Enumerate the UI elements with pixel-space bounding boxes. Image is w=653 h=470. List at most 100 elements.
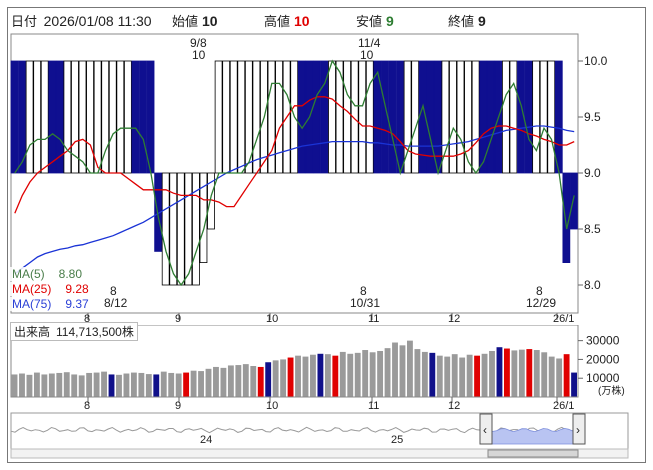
close-label: 終値: [448, 14, 475, 29]
volume-bar: [474, 355, 481, 397]
volume-bar: [116, 374, 122, 397]
volume-bar: [541, 352, 548, 397]
ma5-value: 8.80: [58, 267, 83, 281]
low-annotation-value: 8: [536, 284, 543, 298]
low-value: 9: [386, 13, 394, 29]
volume-month-label: 9: [175, 400, 181, 410]
volume-bar: [257, 366, 264, 397]
volume-bar: [436, 355, 443, 397]
y-tick-label: 8.5: [584, 222, 601, 236]
volume-bar: [56, 372, 63, 397]
volume-bar: [496, 347, 503, 397]
high-annotation-value: 10: [360, 48, 374, 62]
navigator-right-handle[interactable]: ›: [572, 413, 586, 445]
candle: [275, 60, 283, 174]
candle: [426, 60, 435, 174]
volume-bar: [272, 360, 279, 397]
navigator-year-label: 25: [391, 434, 403, 446]
high-annotation-date: 11/4: [358, 36, 381, 50]
candle: [335, 60, 344, 174]
volume-month-label: 12: [448, 400, 460, 410]
low-annotation-date: 12/29: [526, 296, 556, 310]
volume-bar: [235, 365, 242, 397]
low-label: 安値: [356, 14, 383, 29]
volume-bar: [168, 372, 175, 397]
x-month-label: 8: [84, 313, 90, 323]
x-month-label: 10: [266, 313, 278, 323]
volume-bar: [123, 373, 130, 397]
candle: [358, 60, 367, 174]
candle: [71, 60, 79, 174]
volume-bar: [41, 374, 48, 397]
open-label: 始値: [172, 14, 199, 29]
volume-bar: [310, 354, 316, 397]
navigator-left-handle-box: [479, 413, 493, 445]
candle: [86, 60, 94, 174]
high-label: 高値: [264, 14, 291, 29]
date-label: 日付: [11, 14, 38, 29]
candle: [63, 60, 72, 174]
volume-bar: [332, 355, 339, 397]
candle: [139, 60, 147, 174]
candle: [381, 60, 389, 174]
volume-bar: [451, 354, 458, 397]
ma75-value: 9.37: [65, 297, 89, 311]
candle: [25, 60, 34, 174]
volume-tick-label: 10000: [586, 371, 620, 385]
candle: [237, 60, 246, 174]
candle: [449, 60, 457, 174]
navigator-left-handle[interactable]: ‹: [479, 413, 493, 445]
navigator-scrollbar-thumb[interactable]: [487, 449, 579, 458]
candle: [501, 60, 510, 174]
date-field: 日付 2026/01/08 11:30: [11, 11, 152, 30]
ma5-legend: MA(5) 8.80: [10, 267, 85, 281]
volume-label: 出来高: [14, 325, 51, 339]
volume-bar: [227, 365, 234, 397]
candle: [78, 60, 87, 174]
candle: [441, 60, 450, 174]
volume-bar: [138, 372, 145, 397]
candle: [570, 172, 578, 230]
candle: [373, 60, 382, 174]
candle: [554, 60, 563, 174]
volume-bar: [377, 350, 384, 397]
volume-bar: [526, 349, 533, 397]
ma25-label: MA(25): [12, 282, 52, 296]
candle: [328, 60, 336, 174]
low-annotation-date: 8/12: [104, 296, 128, 310]
high-annotation-date: 9/8: [190, 36, 207, 50]
candle: [55, 60, 64, 174]
volume-bar: [190, 370, 197, 397]
price-chart[interactable]: 10.09.59.08.58.08 9 10 11 12 26/19/81011/4108…: [8, 31, 640, 323]
volume-bar: [533, 350, 540, 397]
candle: [10, 60, 19, 174]
volume-bar: [11, 374, 18, 397]
candle: [350, 60, 359, 174]
range-navigator[interactable]: ‹ › 24 25: [8, 410, 640, 460]
volume-bar: [324, 354, 331, 397]
volume-bar: [213, 366, 219, 397]
volume-bar: [571, 372, 577, 397]
volume-bar: [265, 362, 272, 397]
volume-label-box: 出来高 114,713,500株: [10, 322, 138, 341]
candle: [388, 60, 397, 174]
candle: [124, 60, 132, 174]
volume-bar: [466, 354, 473, 397]
volume-month-label: 11: [368, 400, 379, 410]
y-tick-label: 8.0: [584, 278, 601, 292]
volume-bar: [26, 374, 33, 397]
volume-bar: [354, 352, 361, 397]
volume-bar: [78, 375, 85, 397]
volume-bar: [489, 350, 495, 397]
open-field: 始値 10: [172, 11, 218, 30]
candle: [93, 60, 102, 174]
candle: [214, 60, 223, 174]
volume-bar: [384, 348, 391, 397]
volume-bar: [71, 374, 78, 397]
candle: [297, 60, 306, 174]
candle: [532, 60, 541, 174]
candle: [343, 60, 352, 174]
low-annotation-value: 8: [110, 284, 117, 298]
open-value: 10: [202, 13, 218, 29]
volume-bar: [459, 357, 466, 397]
